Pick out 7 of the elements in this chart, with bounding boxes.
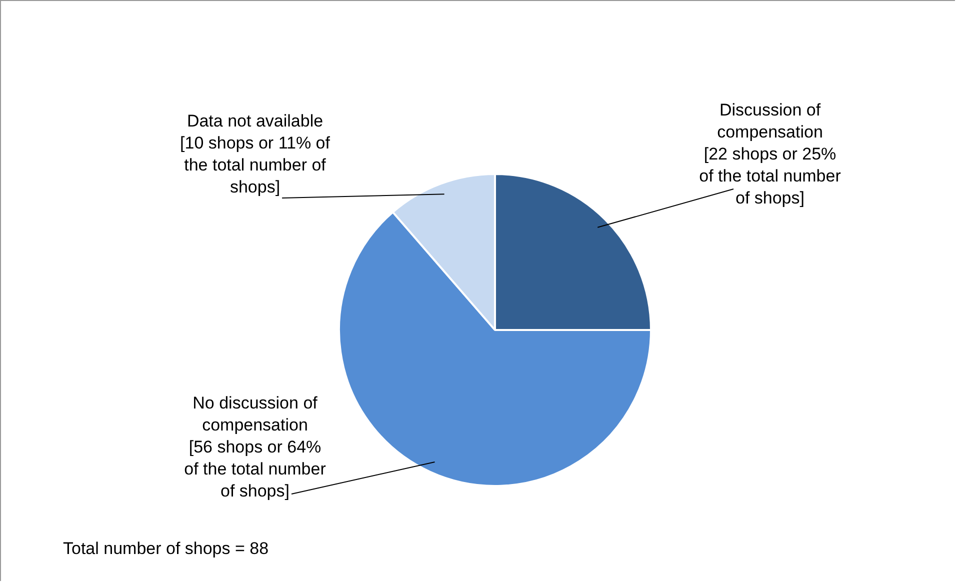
data-label: [10 shops or 11% of the total number of shops] — [180, 134, 330, 197]
data-label: [56 shops or 64% of the total number of shops] — [184, 438, 326, 501]
slice-label: No discussion of compensation — [192, 394, 318, 435]
data-label: [22 shops or 25% of the total number of shops] — [699, 144, 842, 208]
slice-label: Discussion of compensation — [717, 100, 823, 142]
text: Total number of shops = 88 — [63, 539, 269, 559]
slice-label: Data not available — [186, 112, 324, 131]
